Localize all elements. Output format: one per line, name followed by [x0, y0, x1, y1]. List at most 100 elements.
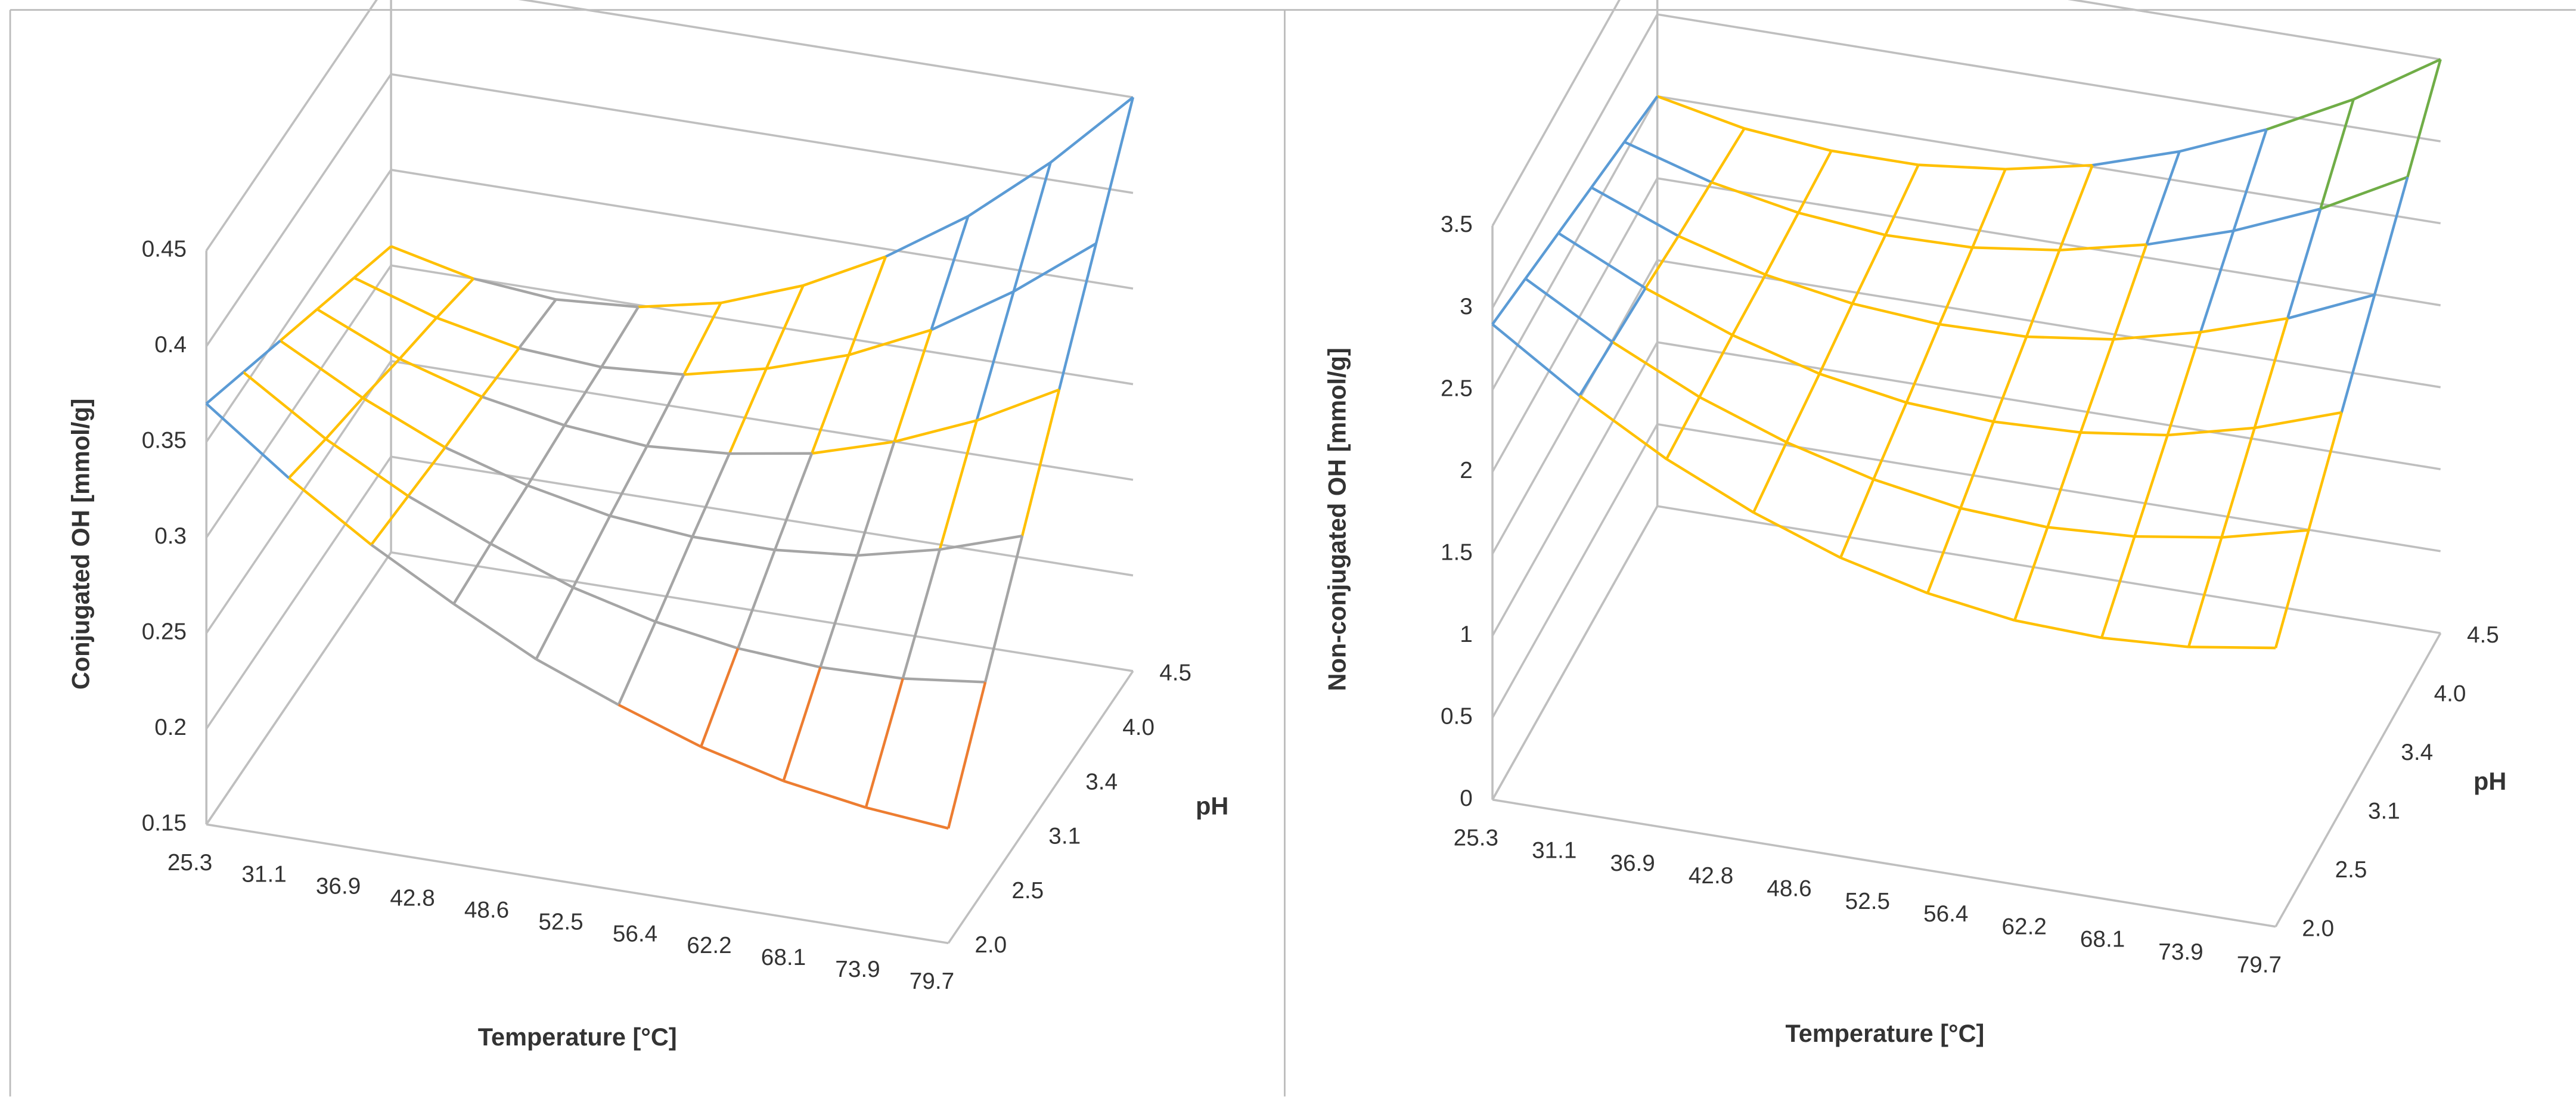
surface-edge	[564, 424, 647, 448]
surface-edge	[2265, 98, 2354, 131]
surface-edge	[617, 621, 657, 706]
surface-edge	[316, 308, 401, 360]
y-tick-label: 0.2	[154, 715, 187, 740]
surface-edge	[325, 437, 409, 498]
surface-edge	[811, 354, 851, 454]
surface-edge	[205, 371, 244, 405]
grid-line	[1657, 423, 2441, 553]
surface-edge	[1656, 95, 1745, 130]
surface-edge	[399, 357, 483, 398]
surface-edge	[1665, 458, 1755, 514]
surface-edge	[857, 548, 940, 557]
x-tick-label: 79.7	[2237, 952, 2282, 977]
grid-line	[1657, 505, 2441, 635]
surface-edge	[654, 536, 694, 623]
surface-edge	[572, 586, 656, 623]
y-tick-label: 0	[1460, 786, 1473, 811]
surface-edge	[864, 678, 904, 808]
x-tick-label: 52.5	[1845, 889, 1890, 914]
surface-edge	[279, 308, 318, 342]
surface-edge	[2319, 99, 2355, 210]
surface-edge	[638, 302, 721, 309]
surface-edge	[2199, 230, 2235, 333]
surface-edge	[820, 666, 904, 680]
surface-edge	[684, 367, 766, 376]
surface-edge	[1050, 96, 1134, 164]
surface-edge	[782, 666, 822, 781]
grid-line	[1657, 341, 2441, 471]
x-axis-title: Temperature [°C]	[1785, 1019, 1984, 1047]
surface-edge	[1590, 141, 1626, 188]
surface-edge	[205, 402, 290, 479]
surface-edge	[2059, 243, 2147, 252]
x-tick-label: 36.9	[316, 874, 361, 899]
x-tick-label: 31.1	[1532, 838, 1576, 864]
surface-edge	[1764, 212, 1800, 275]
surface-edge	[848, 328, 932, 356]
series-tick-label: 3.4	[1085, 769, 1118, 794]
surface-edge	[370, 544, 455, 605]
surface-edge	[1644, 235, 1680, 289]
surface-edge	[1840, 556, 1928, 595]
surface-edge	[700, 745, 784, 783]
x-tick-label: 73.9	[835, 957, 880, 982]
surface-edge	[555, 298, 639, 309]
surface-edge	[774, 452, 814, 551]
grid-line	[1657, 177, 2441, 306]
surface-edge	[930, 290, 1014, 331]
grid-line	[1491, 0, 1621, 226]
surface-edge	[645, 374, 685, 447]
surface-edge	[535, 657, 619, 706]
surface-edge	[1753, 511, 1842, 559]
x-tick-label: 79.7	[910, 969, 954, 994]
surface-edge	[930, 216, 970, 331]
surface-edge	[2112, 244, 2148, 340]
x-tick-label: 42.8	[1689, 863, 1733, 889]
surface-edge	[353, 245, 392, 279]
series-tick-label: 2.5	[2335, 857, 2367, 883]
surface-edge	[563, 366, 603, 426]
surface-edge	[1612, 340, 1700, 399]
surface-edge	[1094, 97, 1135, 244]
surface-edge	[865, 806, 949, 830]
surface-edge	[473, 277, 557, 301]
series-tick-label: 4.0	[2434, 681, 2466, 707]
surface-edge	[2167, 426, 2255, 437]
surface-edge	[1491, 323, 1581, 397]
surface-edge	[1939, 322, 2027, 339]
surface-edge	[2026, 335, 2114, 341]
surface-edge	[2200, 317, 2288, 334]
surface-edge	[1872, 402, 1908, 480]
x-tick-label: 68.1	[2080, 927, 2125, 952]
grid-line	[205, 456, 392, 730]
surface-edge	[893, 329, 933, 442]
surface-edge	[1711, 181, 1799, 215]
y-tick-label: 0.15	[142, 810, 187, 836]
surface-edge	[1698, 334, 1734, 398]
surface-edge	[1884, 164, 1920, 236]
surface-edge	[288, 477, 373, 546]
surface-edge	[692, 535, 775, 551]
axis-line	[206, 823, 949, 945]
surface-edge	[316, 277, 355, 311]
surface-edge	[1938, 247, 1974, 325]
series-tick-label: 2.0	[2302, 915, 2334, 941]
surface-edge	[2254, 411, 2342, 430]
surface-edge	[885, 215, 969, 258]
surface-edge	[2352, 58, 2441, 101]
axis-line	[1492, 798, 2276, 928]
surface-edge	[1765, 273, 1853, 305]
surface-edge	[1665, 396, 1701, 460]
grid-line	[390, 360, 1134, 481]
axis-line	[947, 670, 1134, 944]
series-tick-label: 4.0	[1122, 715, 1154, 740]
x-tick-label: 25.3	[1454, 825, 1498, 851]
surface-edge	[1852, 302, 1940, 326]
surface-edge	[2220, 427, 2256, 538]
surface-edge	[1557, 187, 1593, 234]
surface-edge	[682, 302, 722, 375]
surface-edge	[242, 339, 281, 374]
surface-edge	[2233, 207, 2321, 232]
series-tick-label: 3.1	[1048, 824, 1081, 849]
surface-edge	[609, 445, 648, 517]
